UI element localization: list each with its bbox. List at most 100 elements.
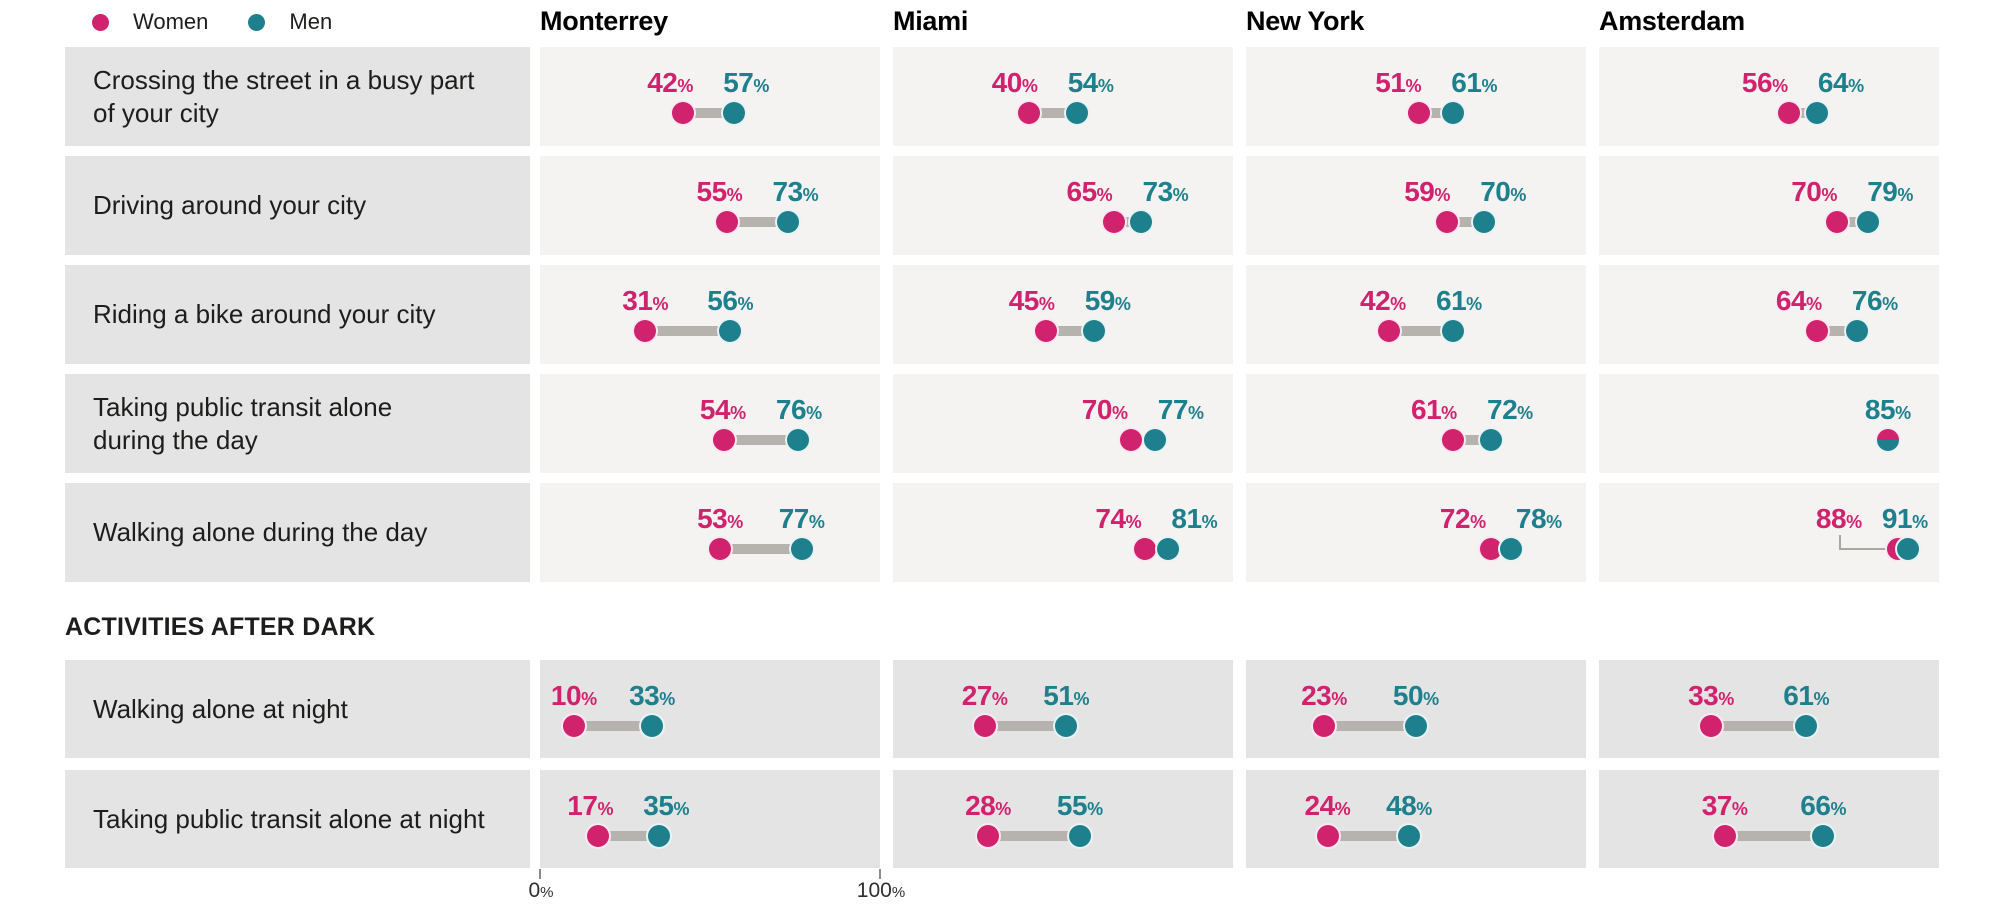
women-dot — [584, 823, 611, 849]
women-value-label-number: 70 — [1791, 176, 1822, 207]
men-value-label: 64% — [1818, 67, 1864, 99]
men-dot — [717, 318, 744, 344]
connector-bar — [1446, 217, 1484, 227]
percent-sign: % — [677, 76, 694, 96]
women-value-label-number: 28 — [965, 790, 996, 821]
women-value-label: 24% — [1305, 790, 1351, 822]
men-value-label-number: 77 — [778, 503, 810, 534]
men-value-label-number: 79 — [1867, 176, 1898, 207]
women-value-label-number: 42 — [1360, 285, 1391, 316]
row-label: Walking alone at night — [65, 660, 530, 758]
men-value-label-number: 77 — [1157, 394, 1189, 425]
men-dot — [1810, 823, 1837, 849]
connector-bar — [1724, 831, 1824, 841]
row-label-text: Taking public transit alone at night — [93, 803, 485, 834]
row-label-text: Riding a bike around your city — [93, 299, 436, 329]
men-value-label-number: 76 — [1851, 285, 1883, 316]
row-label: Walking alone during the day — [65, 483, 530, 582]
men-value-label: 91% — [1882, 503, 1928, 535]
women-value-label-number: 51 — [1375, 67, 1406, 98]
women-value-label-number: 55 — [696, 176, 728, 207]
women-dot — [1101, 209, 1127, 235]
axis-tick-0 — [539, 869, 541, 879]
men-value-label: 59% — [1085, 285, 1131, 317]
women-value-label: 17% — [567, 790, 613, 822]
row-label-text: Walking alone during the day — [93, 517, 428, 547]
men-value-label-number: 56 — [707, 285, 738, 316]
axis-label-0: 0% — [528, 879, 554, 902]
men-dot — [646, 823, 672, 849]
men-value-label-number: 35 — [643, 790, 674, 821]
men-dot — [1141, 427, 1168, 453]
men-value-label-number: 81 — [1171, 503, 1202, 534]
women-dot — [975, 823, 1002, 849]
men-dot — [775, 209, 802, 235]
men-value-label-number: 50 — [1392, 680, 1424, 711]
row-label-text: Crossing the street in a busy part of yo… — [93, 64, 475, 128]
women-dot — [1776, 100, 1803, 126]
men-dot — [1067, 823, 1093, 849]
connector-bar — [1327, 831, 1410, 841]
women-value-label: 65% — [1067, 176, 1113, 208]
men-dot — [1844, 318, 1871, 344]
axis-label-100: 100% — [856, 879, 906, 902]
city-header-miami: Miami — [893, 6, 969, 36]
women-value-label: 54% — [700, 394, 746, 426]
percent-sign: % — [1423, 689, 1440, 709]
men-value-label-number: 54 — [1067, 67, 1099, 98]
legend-women-dot-icon — [92, 13, 109, 31]
men-value-label-number: 61 — [1451, 67, 1482, 98]
chart-cell-new-york: 51% 61% — [1246, 47, 1586, 146]
percent-sign: % — [1466, 294, 1483, 314]
chart-cell-amsterdam: 64% 76% — [1599, 265, 1939, 364]
percent-sign: % — [652, 294, 669, 314]
connector-bar — [720, 544, 802, 554]
men-value-label: 66% — [1800, 790, 1846, 822]
percent-sign: % — [1073, 689, 1090, 709]
men-dot — [1477, 427, 1504, 453]
women-dot — [1016, 100, 1042, 126]
men-value-label: 57% — [723, 67, 769, 99]
connector-bar — [1029, 108, 1077, 118]
percent-sign: % — [1912, 512, 1929, 532]
chart-cell-monterrey: 10% 33% — [540, 660, 880, 758]
axis-tick-100 — [879, 869, 881, 879]
men-value-label: 33% — [629, 680, 675, 712]
men-value-label: 79% — [1867, 176, 1913, 208]
men-dot — [1396, 823, 1423, 849]
women-value-label-number: 31 — [622, 285, 653, 316]
leader-line-vertical — [1839, 535, 1841, 549]
women-value-label-number: 88 — [1815, 503, 1847, 534]
chart-cell-miami: 28% 55% — [893, 770, 1233, 868]
connector-bar — [988, 831, 1080, 841]
connector-bar — [597, 831, 659, 841]
legend-women-label: Women — [133, 9, 209, 34]
men-value-label-number: 70 — [1480, 176, 1511, 207]
percent-sign: % — [673, 799, 690, 819]
women-value-label: 51% — [1375, 67, 1421, 99]
connector-bar — [645, 326, 731, 336]
percent-sign: % — [727, 512, 744, 532]
women-value-label: 61% — [1411, 394, 1457, 426]
men-value-label: 77% — [1158, 394, 1204, 426]
men-dot — [1895, 536, 1922, 562]
percent-sign: % — [991, 689, 1008, 709]
city-header-new-york: New York — [1246, 6, 1365, 36]
chart-cell-amsterdam: 70% 79% — [1599, 156, 1939, 255]
men-value-label-number: 66 — [1800, 790, 1831, 821]
chart-cell-monterrey: 17% 35% — [540, 770, 880, 868]
men-dot — [1063, 100, 1090, 126]
percent-sign: % — [1517, 403, 1534, 423]
percent-sign: % — [1405, 76, 1422, 96]
percent-sign: % — [1895, 403, 1912, 423]
men-value-label-number: 85 — [1864, 394, 1896, 425]
chart-cell-monterrey: 31% 56% — [540, 265, 880, 364]
women-value-label: 70% — [1082, 394, 1128, 426]
percent-sign: % — [1434, 185, 1451, 205]
women-value-label: 74% — [1095, 503, 1141, 535]
women-value-label-number: 10 — [550, 680, 582, 711]
women-dot — [1033, 318, 1059, 344]
men-dot — [785, 427, 812, 453]
percent-sign: % — [995, 799, 1012, 819]
chart-cell-monterrey: 55% 73% — [540, 156, 880, 255]
